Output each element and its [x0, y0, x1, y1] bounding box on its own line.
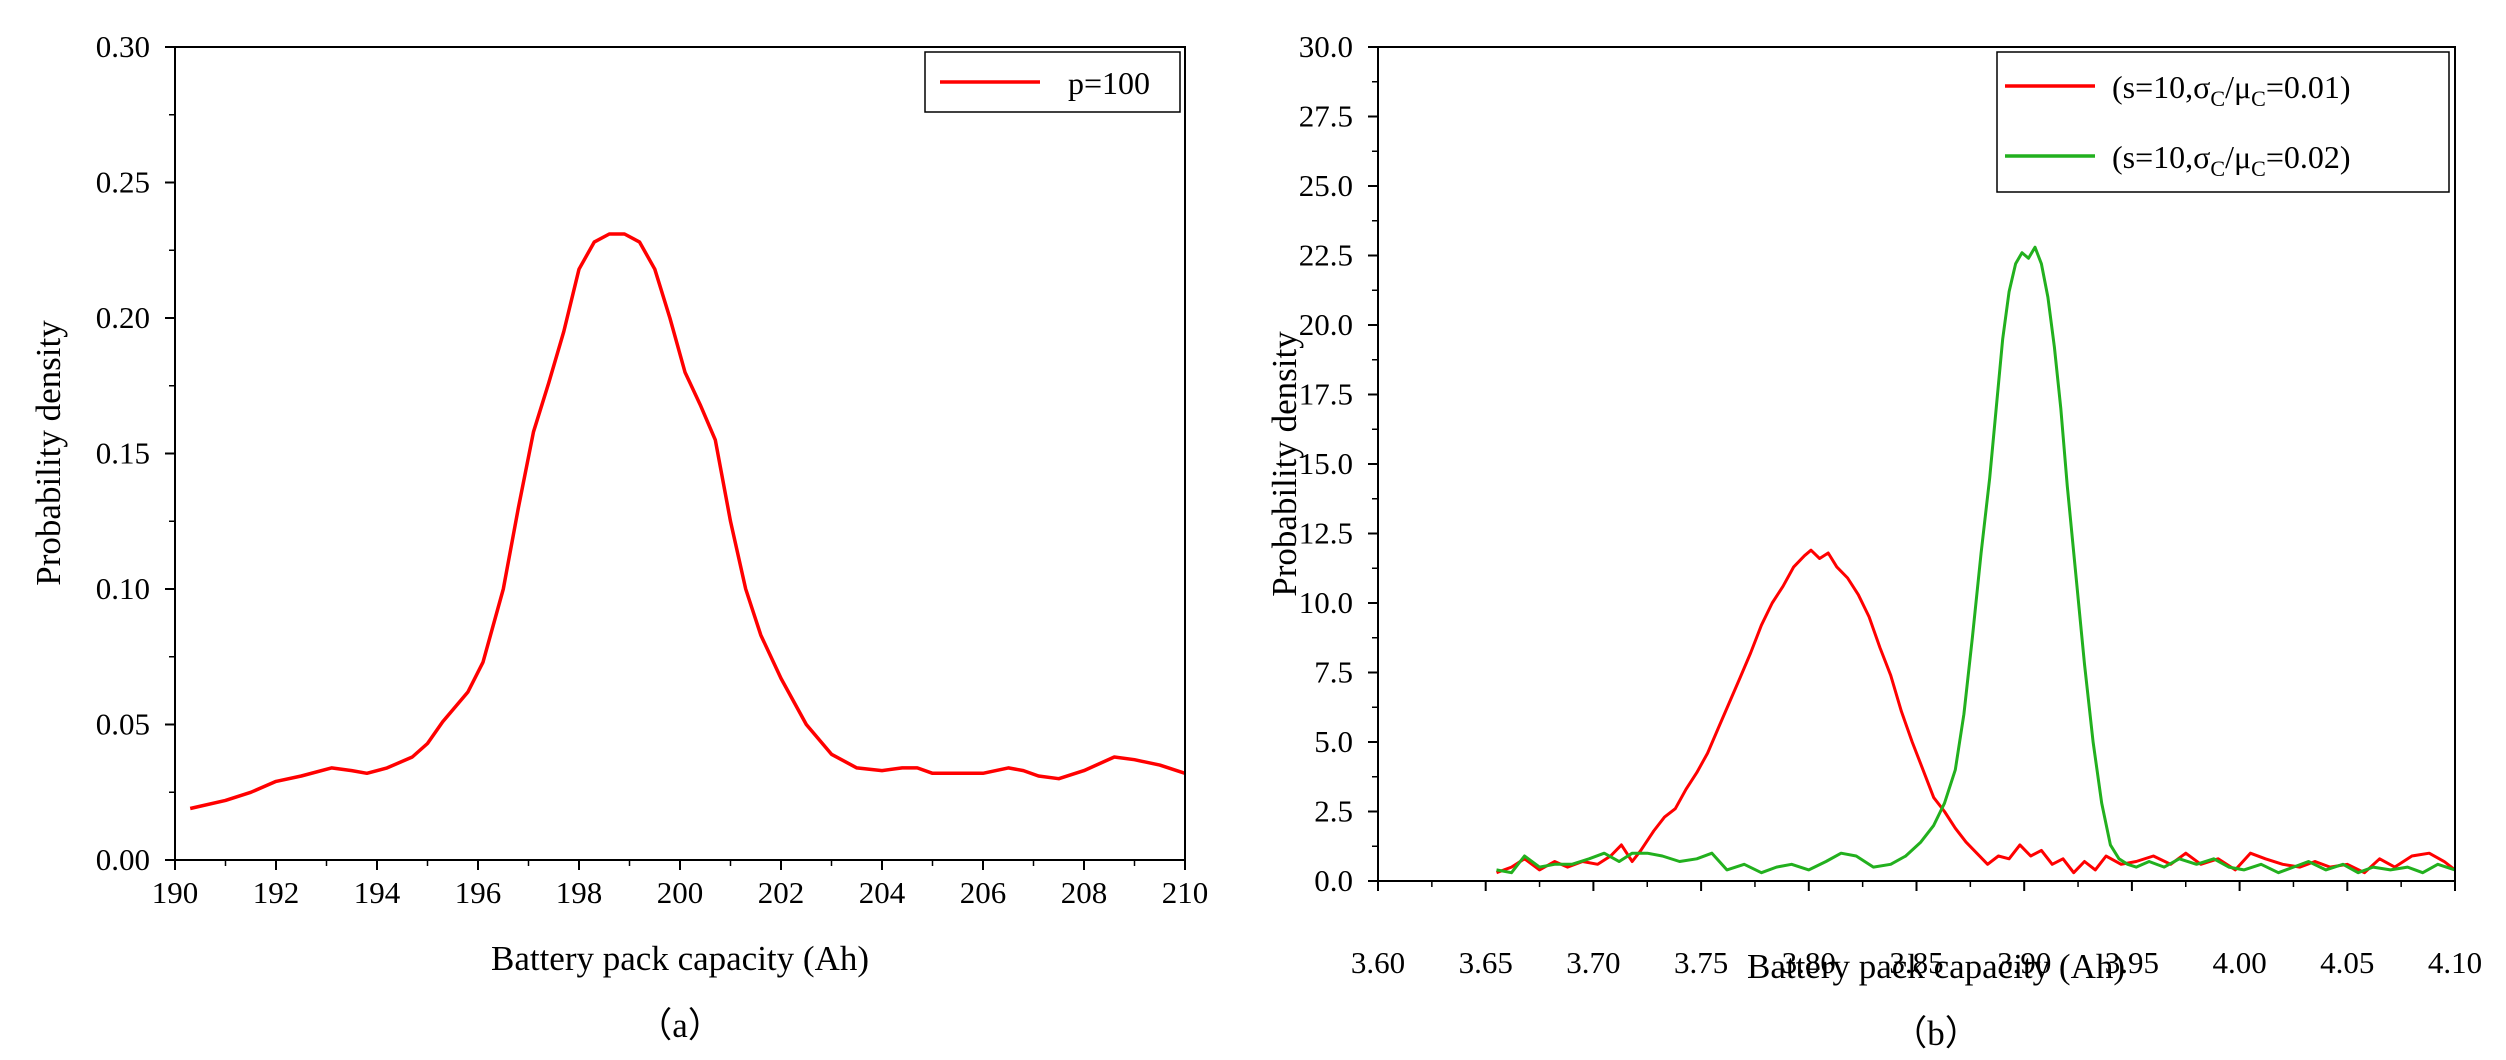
chart-b-x-tick-label: 3.75: [1674, 945, 1728, 980]
chart-a-y-tick-label: 0.00: [96, 842, 150, 877]
chart-b-x-tick-label: 3.95: [2105, 945, 2159, 980]
chart-a-legend-box: [924, 51, 1181, 113]
chart-a-series-0-line: [189, 232, 1186, 811]
chart-b-y-tick-label: 12.5: [1299, 516, 1353, 551]
chart-b-y-tick-label: 20.0: [1299, 307, 1353, 342]
chart-a-legend-label: p=100: [1068, 65, 1150, 101]
chart-a-x-tick-label: 190: [152, 875, 199, 910]
chart-a-x-tick-label: 196: [455, 875, 502, 910]
chart-a-y-tick-label: 0.10: [96, 571, 150, 606]
legend-0-sub2: C: [2251, 86, 2266, 111]
chart-a-x-tick-label: 194: [354, 875, 401, 910]
chart-a-y-tick-label: 0.20: [96, 300, 150, 335]
chart-b-marks: [1495, 245, 2456, 875]
chart-a-x-tick-label: 210: [1162, 875, 1209, 910]
chart-b-x-tick-label: 3.70: [1566, 945, 1620, 980]
chart-a-plot-frame: [174, 46, 1186, 861]
chart-b-y-tick-label: 10.0: [1299, 585, 1353, 620]
chart-b-series-1-line: [1496, 245, 2456, 875]
chart-a: 190 192 194 196 198 200 202 204 206 208 210 0.00 0.0…: [29, 29, 1208, 1045]
chart-b-x-tick-label: 4.10: [2428, 945, 2482, 980]
chart-a-y-axis-title: Probability density: [29, 320, 68, 586]
chart-b-x-tick-label: 3.90: [1997, 945, 2051, 980]
chart-a-x-axis-title: Battery pack capacity (Ah): [491, 939, 869, 978]
chart-a-marks: [189, 232, 1186, 811]
chart-b-x-tick-label: 3.85: [1889, 945, 1943, 980]
chart-b-legend: (s=10,σC/μC=0.01) (s=10,σC/μC=0.02): [1996, 51, 2450, 193]
chart-b-y-tick-label: 2.5: [1314, 794, 1353, 829]
legend-0-sub1: C: [2210, 86, 2225, 111]
legend-0-pre: (s=10,σ: [2112, 69, 2210, 105]
legend-1-sub2: C: [2251, 156, 2266, 181]
chart-a-caption: （a）: [637, 1006, 723, 1045]
chart-b-ticks: 3.60 3.65 3.70 3.75 3.80 3.85 3.90 3.95 4.00 4.05…: [1299, 29, 2482, 980]
chart-b-y-tick-label: 27.5: [1299, 99, 1353, 134]
legend-1-post: =0.02): [2266, 139, 2351, 175]
chart-b-series-0-line: [1495, 548, 2456, 875]
chart-b-legend-box: [1996, 51, 2450, 193]
legend-1-mid: /μ: [2225, 139, 2251, 175]
chart-a-x-tick-label: 198: [556, 875, 603, 910]
chart-b-y-tick-label: 0.0: [1314, 863, 1353, 898]
chart-b-x-tick-label: 3.65: [1459, 945, 1513, 980]
chart-b-y-tick-label: 7.5: [1314, 655, 1353, 690]
chart-a-x-tick-label: 192: [253, 875, 300, 910]
chart-b-caption: （b）: [1892, 1014, 1980, 1053]
chart-b: 3.60 3.65 3.70 3.75 3.80 3.85 3.90 3.95 4.00 4.05…: [1265, 29, 2482, 1053]
legend-0-mid: /μ: [2225, 69, 2251, 105]
chart-b-x-tick-label: 4.05: [2320, 945, 2374, 980]
chart-b-y-tick-label: 5.0: [1314, 724, 1353, 759]
chart-b-x-tick-label: 4.00: [2212, 945, 2266, 980]
chart-a-y-tick-label: 0.15: [96, 436, 150, 471]
chart-b-y-tick-label: 17.5: [1299, 377, 1353, 412]
chart-a-legend: p=100: [924, 51, 1181, 113]
chart-a-x-tick-label: 200: [657, 875, 704, 910]
legend-1-pre: (s=10,σ: [2112, 139, 2210, 175]
chart-b-y-axis-title: Probability density: [1265, 331, 1304, 597]
legend-0-post: =0.01): [2266, 69, 2351, 105]
chart-b-legend-label-0: (s=10,σC/μC=0.01): [2112, 69, 2351, 111]
chart-a-y-tick-label: 0.30: [96, 29, 150, 64]
chart-b-y-tick-label: 22.5: [1299, 238, 1353, 273]
chart-b-x-axis-title: Battery pack capacity (Ah): [1747, 947, 2125, 986]
legend-1-sub1: C: [2210, 156, 2225, 181]
chart-b-x-tick-label: 3.80: [1782, 945, 1836, 980]
chart-a-ticks: 190 192 194 196 198 200 202 204 206 208 210 0.00 0.0…: [96, 29, 1209, 910]
chart-b-y-tick-label: 30.0: [1299, 29, 1353, 64]
chart-b-legend-label-1: (s=10,σC/μC=0.02): [2112, 139, 2351, 181]
chart-b-y-tick-label: 15.0: [1299, 446, 1353, 481]
chart-b-x-tick-label: 3.60: [1351, 945, 1405, 980]
chart-a-y-tick-label: 0.25: [96, 165, 150, 200]
chart-a-x-tick-label: 208: [1061, 875, 1108, 910]
chart-a-x-tick-label: 206: [960, 875, 1007, 910]
chart-a-x-tick-label: 204: [859, 875, 906, 910]
chart-a-x-tick-label: 202: [758, 875, 805, 910]
chart-b-y-tick-label: 25.0: [1299, 168, 1353, 203]
chart-a-y-tick-label: 0.05: [96, 707, 150, 742]
